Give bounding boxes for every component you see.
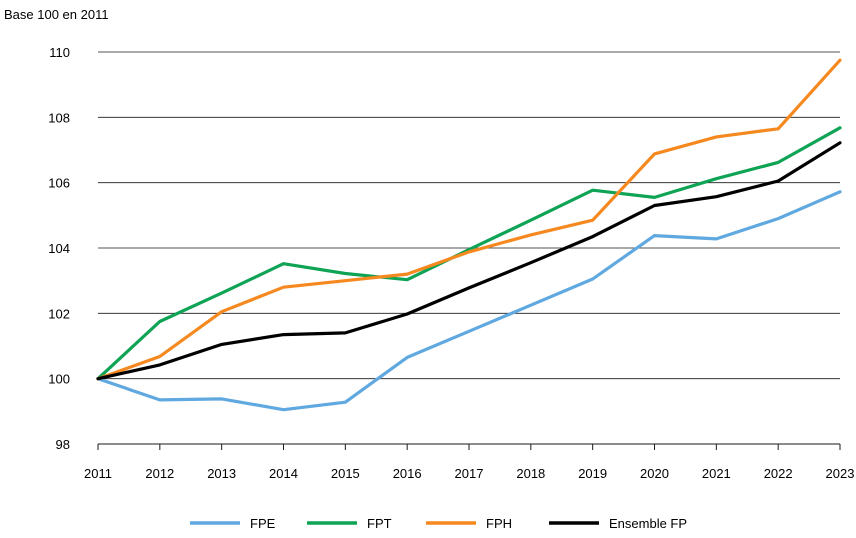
x-tick-label: 2017 (455, 466, 484, 481)
y-tick-label: 108 (48, 110, 70, 125)
x-tick-label: 2015 (331, 466, 360, 481)
y-axis-label: Base 100 en 2011 (4, 7, 109, 22)
y-axis-ticks: 98 100 102 104 106 108 110 (48, 45, 70, 452)
x-tick-label: 2021 (702, 466, 731, 481)
legend-label-ensemble-fp: Ensemble FP (609, 516, 687, 531)
x-tick-label: 2019 (578, 466, 607, 481)
legend-label-fpe: FPE (250, 516, 276, 531)
y-tick-label: 102 (48, 306, 70, 321)
x-tick-label: 2023 (826, 466, 855, 481)
x-tick-label: 2020 (640, 466, 669, 481)
y-tick-label: 104 (48, 241, 70, 256)
x-tick-label: 2013 (207, 466, 236, 481)
y-tick-label: 106 (48, 176, 70, 191)
legend: FPE FPT FPH Ensemble FP (190, 516, 687, 531)
legend-label-fph: FPH (486, 516, 512, 531)
y-tick-label: 110 (49, 45, 70, 60)
series-line-fph (96, 58, 842, 381)
y-tick-label: 98 (56, 437, 70, 452)
series-line-fpt (96, 126, 842, 381)
x-tick-label: 2014 (269, 466, 298, 481)
x-axis: 2011 2012 2013 2014 2015 2016 2017 2018 2019 2020… (84, 443, 855, 481)
series-line-ensemble-fp (96, 141, 842, 381)
x-tick-label: 2011 (84, 466, 112, 481)
y-tick-label: 100 (48, 372, 70, 387)
x-tick-label: 2022 (764, 466, 793, 481)
series-line-fpe (96, 190, 842, 412)
legend-label-fpt: FPT (367, 516, 392, 531)
x-tick-label: 2018 (516, 466, 545, 481)
x-tick-label: 2016 (393, 466, 422, 481)
x-tick-label: 2012 (145, 466, 174, 481)
series-lines (96, 58, 842, 412)
